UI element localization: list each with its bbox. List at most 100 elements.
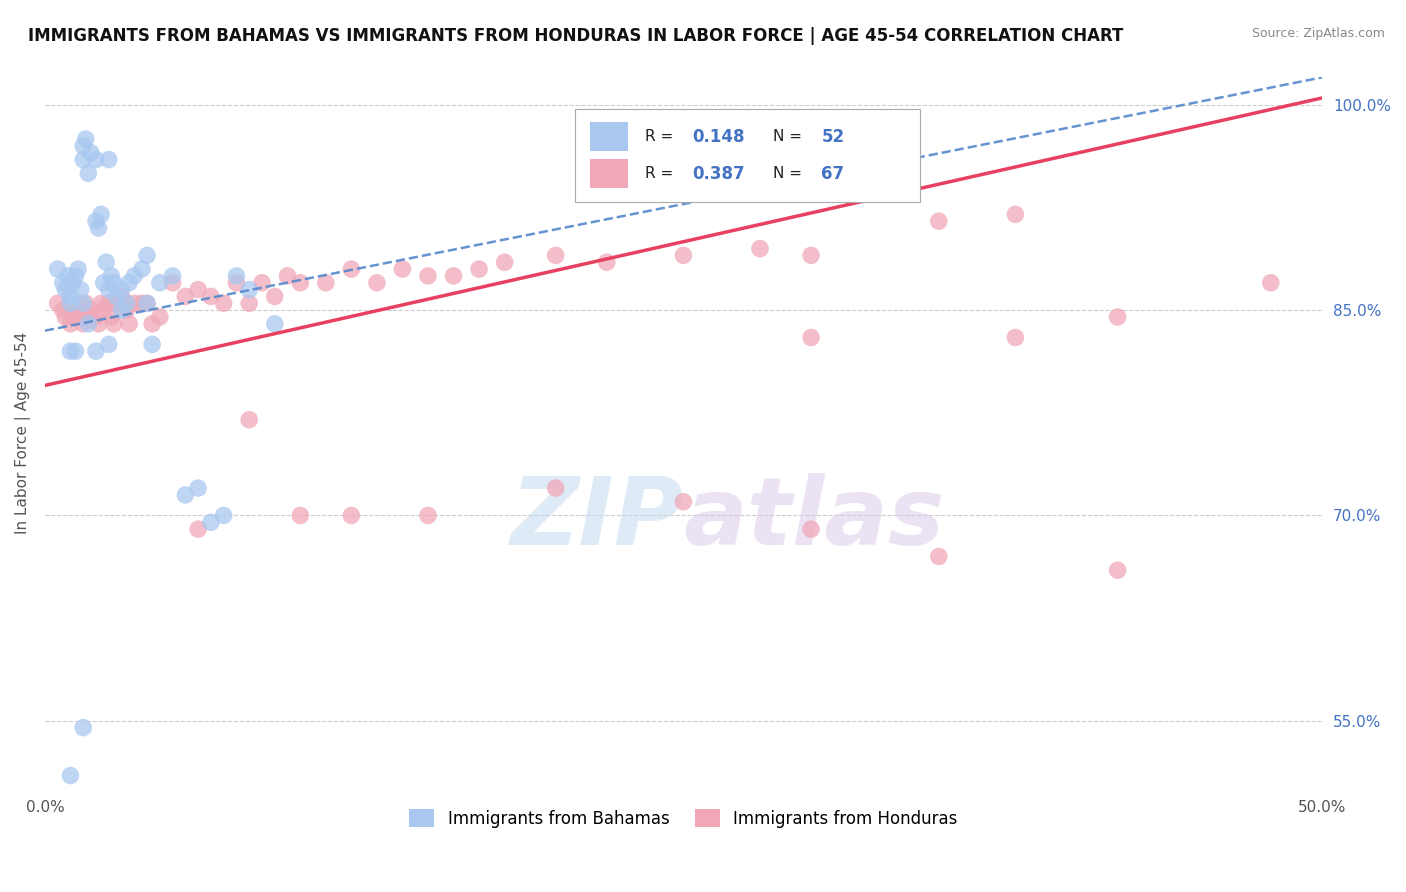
Point	[46, 296, 69, 310]
Point	[77, 166, 100, 180]
Point	[212, 296, 235, 310]
Point	[238, 296, 260, 310]
Point	[174, 289, 197, 303]
Point	[131, 262, 153, 277]
Point	[96, 255, 118, 269]
Point	[97, 153, 120, 167]
Point	[97, 296, 120, 310]
Point	[263, 289, 285, 303]
Point	[72, 139, 94, 153]
Point	[100, 310, 122, 324]
Point	[77, 310, 100, 324]
Point	[72, 721, 94, 735]
Point	[162, 276, 184, 290]
Legend: Immigrants from Bahamas, Immigrants from Honduras: Immigrants from Bahamas, Immigrants from…	[404, 803, 965, 834]
Point	[59, 296, 82, 310]
Point	[141, 317, 163, 331]
Point	[84, 214, 107, 228]
Point	[276, 268, 298, 283]
Point	[136, 296, 159, 310]
Point	[87, 317, 110, 331]
Point	[77, 317, 100, 331]
Point	[124, 268, 146, 283]
Point	[72, 317, 94, 331]
Text: R =: R =	[645, 129, 678, 144]
Point	[53, 310, 76, 324]
Text: atlas: atlas	[683, 473, 945, 565]
Point	[141, 337, 163, 351]
Point	[263, 317, 285, 331]
Point	[110, 283, 132, 297]
Point	[149, 310, 172, 324]
Point	[93, 303, 115, 318]
Point	[187, 522, 209, 536]
Point	[90, 296, 112, 310]
Bar	[591, 122, 628, 151]
Point	[62, 310, 84, 324]
Point	[59, 289, 82, 303]
Point	[290, 276, 312, 290]
Point	[1004, 330, 1026, 344]
Point	[443, 268, 465, 283]
Point	[162, 268, 184, 283]
Point	[80, 303, 103, 318]
Point	[84, 310, 107, 324]
Point	[315, 276, 337, 290]
Point	[672, 495, 695, 509]
Point	[1004, 207, 1026, 221]
Point	[105, 296, 128, 310]
Point	[468, 262, 491, 277]
Point	[225, 268, 247, 283]
Point	[65, 344, 87, 359]
Text: 67: 67	[821, 164, 845, 183]
Point	[75, 132, 97, 146]
Point	[174, 488, 197, 502]
Point	[52, 276, 75, 290]
Point	[72, 296, 94, 310]
Point	[136, 296, 159, 310]
Point	[366, 276, 388, 290]
Point	[340, 508, 363, 523]
Point	[1260, 276, 1282, 290]
Point	[1107, 563, 1129, 577]
Text: R =: R =	[645, 166, 678, 181]
Point	[200, 289, 222, 303]
Point	[65, 268, 87, 283]
Point	[97, 337, 120, 351]
Point	[187, 283, 209, 297]
Point	[928, 214, 950, 228]
Text: ZIP: ZIP	[510, 473, 683, 565]
Text: IMMIGRANTS FROM BAHAMAS VS IMMIGRANTS FROM HONDURAS IN LABOR FORCE | AGE 45-54 C: IMMIGRANTS FROM BAHAMAS VS IMMIGRANTS FR…	[28, 27, 1123, 45]
Point	[238, 412, 260, 426]
Point	[90, 207, 112, 221]
Point	[225, 276, 247, 290]
Point	[494, 255, 516, 269]
Text: 0.387: 0.387	[692, 164, 745, 183]
Point	[200, 516, 222, 530]
Point	[672, 248, 695, 262]
Point	[340, 262, 363, 277]
Point	[800, 248, 823, 262]
Point	[46, 262, 69, 277]
Point	[65, 303, 87, 318]
Point	[67, 310, 90, 324]
Point	[800, 330, 823, 344]
Point	[136, 248, 159, 262]
Point	[250, 276, 273, 290]
Point	[131, 296, 153, 310]
Point	[53, 283, 76, 297]
Point	[596, 255, 619, 269]
Point	[416, 508, 439, 523]
Point	[800, 522, 823, 536]
Point	[75, 296, 97, 310]
Point	[100, 268, 122, 283]
Point	[105, 289, 128, 303]
Point	[84, 153, 107, 167]
Point	[97, 283, 120, 297]
Point	[110, 303, 132, 318]
Point	[118, 276, 141, 290]
Point	[212, 508, 235, 523]
Point	[59, 344, 82, 359]
Point	[416, 268, 439, 283]
Point	[391, 262, 413, 277]
